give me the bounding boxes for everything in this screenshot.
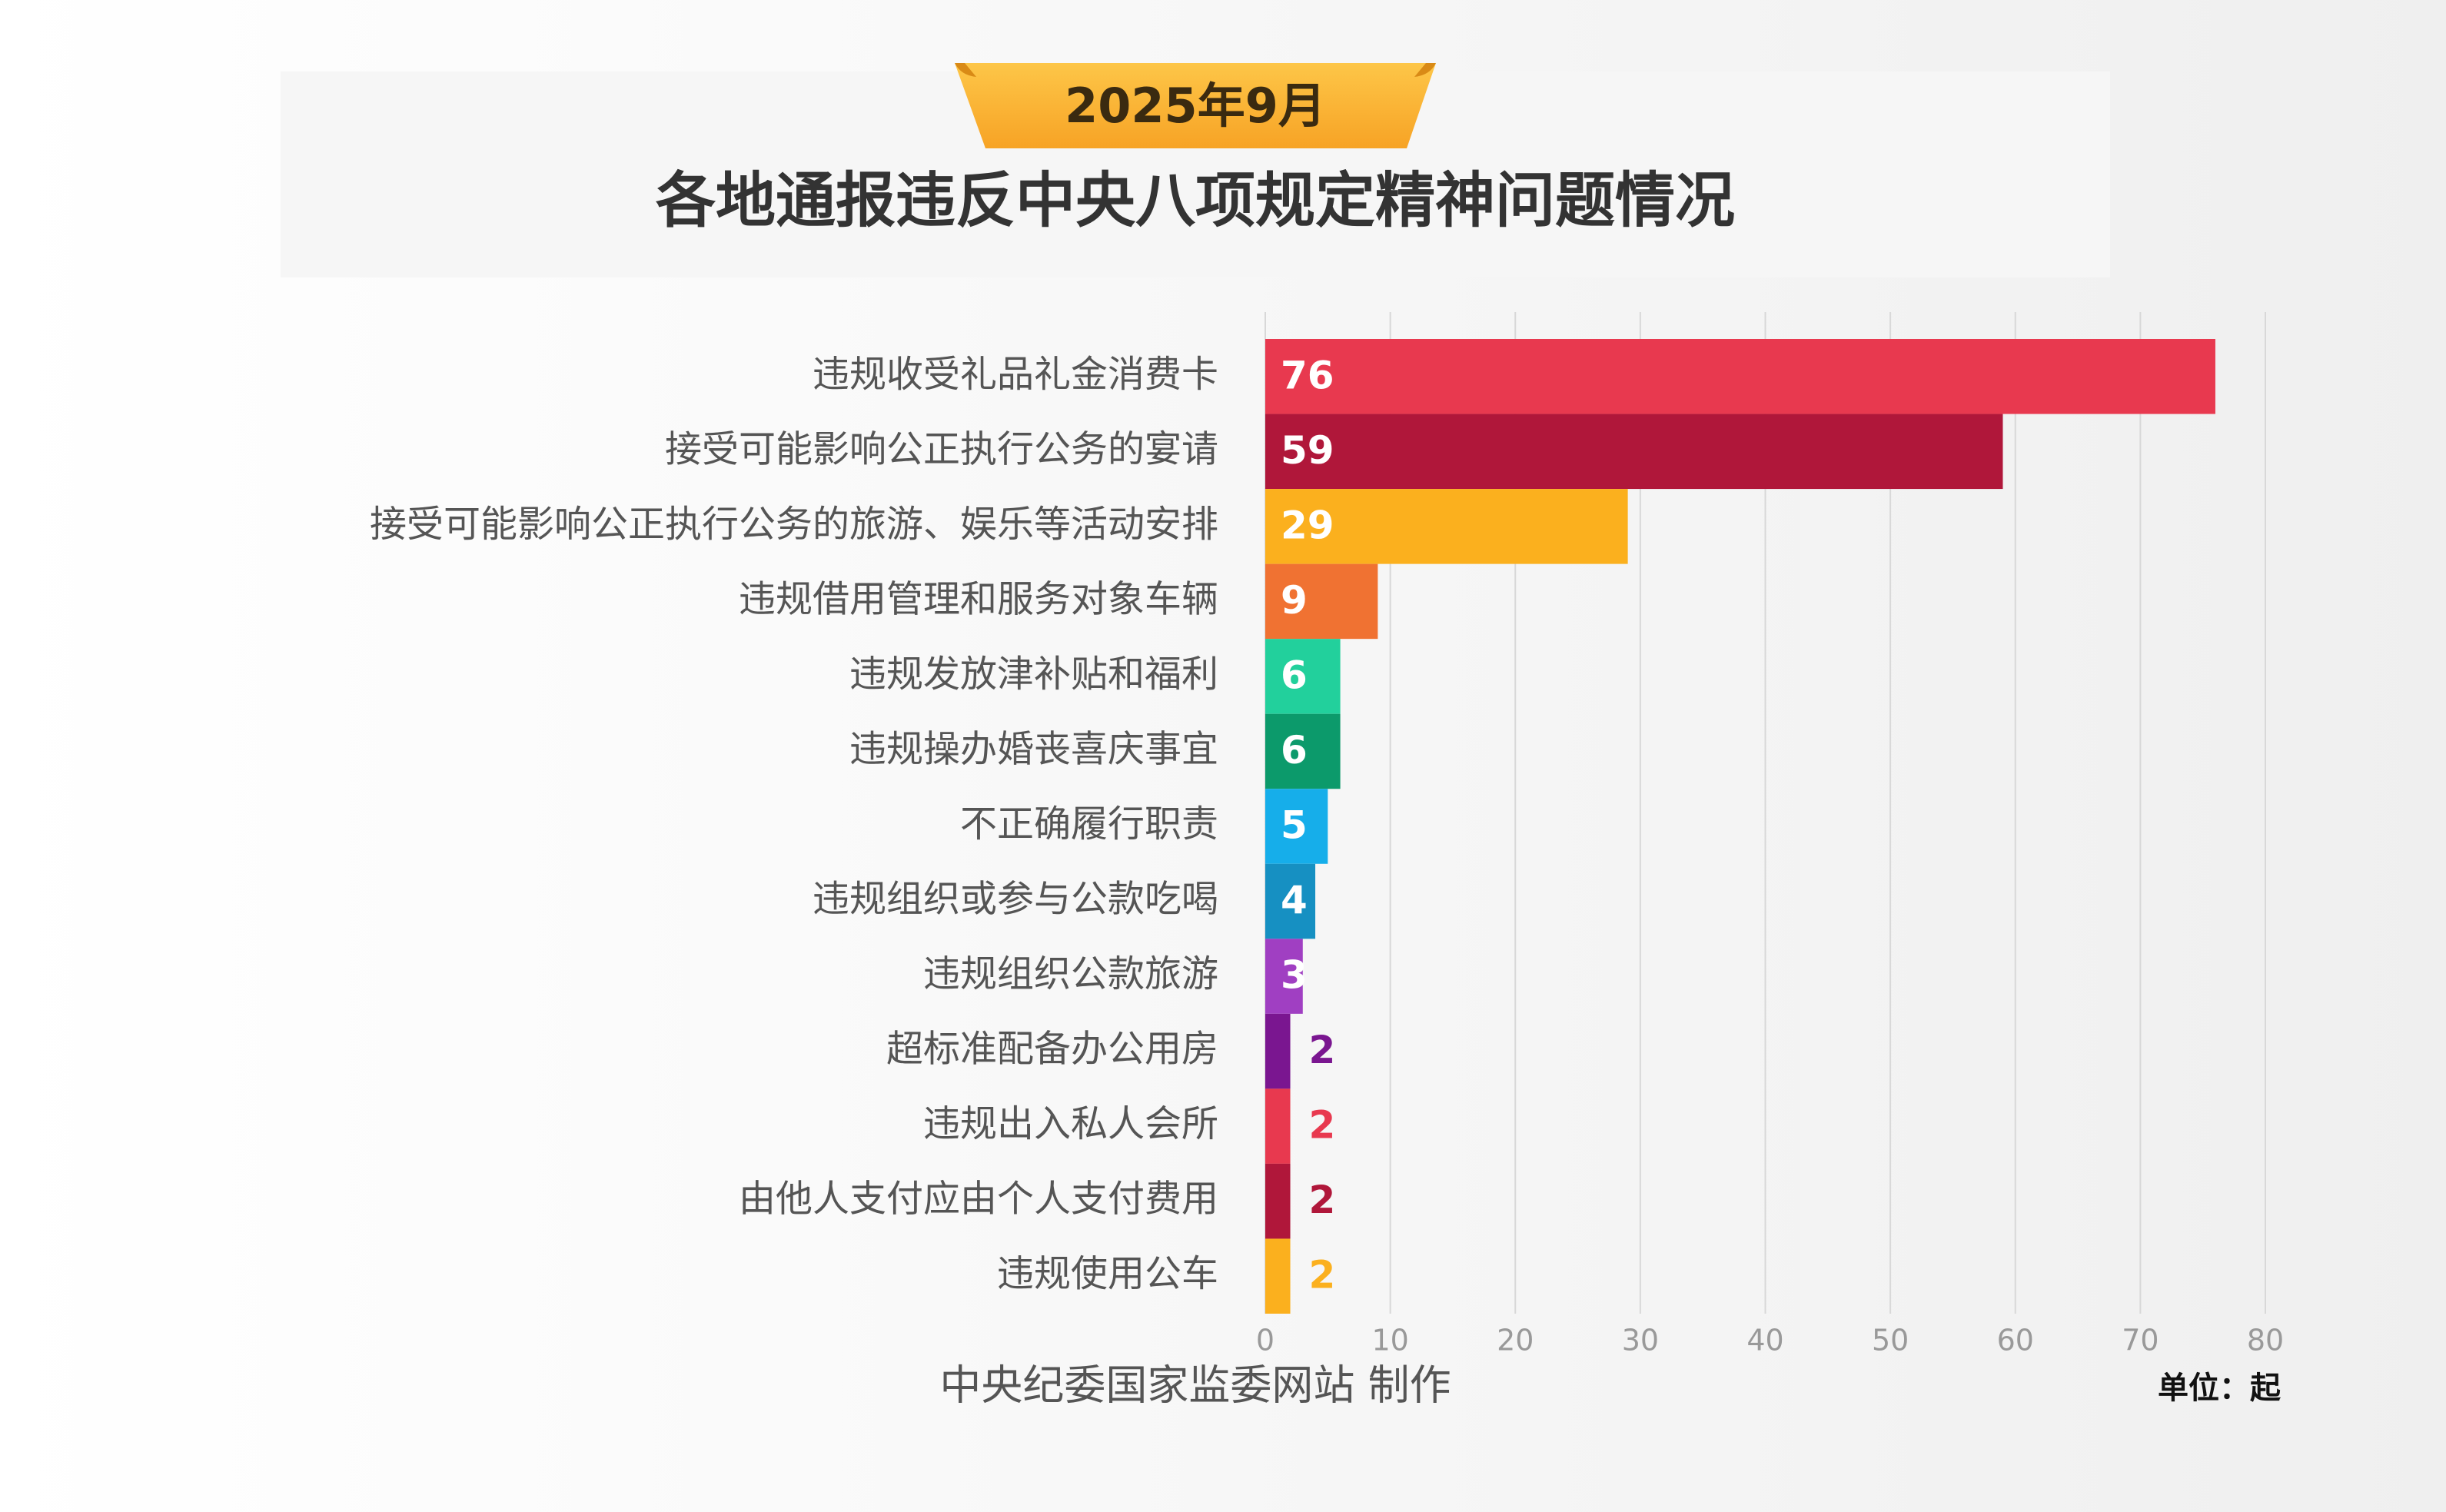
category-label: 违规组织公款旅游: [923, 952, 1218, 995]
subtitle-ribbon: [955, 63, 1436, 148]
bar: [1265, 713, 1341, 789]
value-label: 6: [1281, 653, 1308, 697]
category-label: 不正确履行职责: [960, 803, 1218, 846]
bar: [1265, 789, 1328, 864]
x-tick-label: 50: [1872, 1324, 1909, 1357]
category-label: 违规借用管理和服务对象车辆: [739, 577, 1218, 620]
category-label: 违规收受礼品礼金消费卡: [813, 353, 1218, 396]
value-label: 29: [1281, 503, 1334, 547]
value-label: 2: [1309, 1103, 1336, 1148]
category-label: 违规组织或参与公款吃喝: [813, 878, 1218, 921]
bar: [1265, 939, 1303, 1014]
x-tick-label: 40: [1746, 1324, 1783, 1357]
value-label: 9: [1281, 578, 1308, 623]
x-tick-label: 30: [1622, 1324, 1659, 1357]
value-label: 2: [1309, 1178, 1336, 1222]
source-note: 中央纪委国家监委网站 制作: [939, 1361, 1451, 1410]
bar: [1265, 1088, 1291, 1164]
bar: [1265, 563, 1378, 640]
category-label: 违规发放津补贴和福利: [849, 653, 1218, 696]
category-label: 违规出入私人会所: [923, 1102, 1218, 1145]
x-tick-label: 70: [2122, 1324, 2159, 1357]
category-label: 由他人支付应由个人支付费用: [739, 1178, 1218, 1221]
value-label: 2: [1309, 1253, 1336, 1298]
category-label: 超标准配备办公用房: [886, 1028, 1218, 1071]
x-tick-label: 80: [2247, 1324, 2284, 1357]
value-label: 4: [1281, 878, 1308, 922]
bar: [1265, 1238, 1291, 1314]
x-tick-label: 60: [1997, 1324, 2034, 1357]
bar: [1265, 1013, 1291, 1089]
category-label: 违规操办婚丧喜庆事宜: [849, 727, 1218, 770]
bar: [1265, 339, 2215, 414]
value-label: 59: [1281, 428, 1334, 473]
value-label: 76: [1281, 353, 1334, 397]
bar: [1265, 639, 1341, 714]
x-tick-label: 10: [1371, 1324, 1408, 1357]
chart-subtitle: 2025年9月: [1065, 78, 1326, 134]
bar: [1265, 863, 1316, 939]
x-tick-label: 20: [1497, 1324, 1534, 1357]
value-label: 5: [1281, 803, 1308, 848]
bar: [1265, 489, 1628, 564]
value-label: 3: [1281, 953, 1308, 998]
bar: [1265, 414, 2003, 490]
unit-label: 单位：起: [2158, 1371, 2281, 1406]
category-label: 接受可能影响公正执行公务的旅游、娱乐等活动安排: [370, 503, 1218, 546]
value-label: 6: [1281, 728, 1308, 773]
chart-title: 各地通报违反中央八项规定精神问题情况: [656, 166, 1735, 235]
category-label: 接受可能影响公正执行公务的宴请: [665, 427, 1218, 470]
bar: [1265, 1163, 1291, 1239]
category-label: 违规使用公车: [997, 1252, 1218, 1295]
value-label: 2: [1309, 1028, 1336, 1072]
x-tick-label: 0: [1256, 1324, 1275, 1357]
